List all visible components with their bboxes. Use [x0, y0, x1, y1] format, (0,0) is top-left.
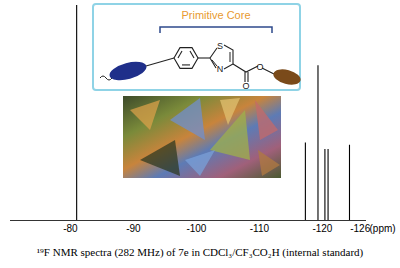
svg-text:Primitive Core: Primitive Core [181, 9, 250, 21]
svg-text:-126: -126 [350, 223, 370, 234]
svg-text:-90: -90 [126, 223, 141, 234]
svg-text:S: S [217, 41, 223, 51]
svg-text:-110: -110 [250, 223, 270, 234]
svg-text:-80: -80 [63, 223, 78, 234]
svg-text:N: N [217, 64, 224, 74]
svg-text:(ppm): (ppm) [370, 223, 396, 234]
svg-text:¹⁹F NMR spectra (282 MHz) of 7: ¹⁹F NMR spectra (282 MHz) of 7e in CDCl₃… [37, 246, 364, 259]
svg-text:O: O [242, 81, 249, 91]
svg-text:O: O [256, 62, 263, 72]
svg-text:-120: -120 [312, 223, 332, 234]
svg-text:-100: -100 [186, 223, 206, 234]
